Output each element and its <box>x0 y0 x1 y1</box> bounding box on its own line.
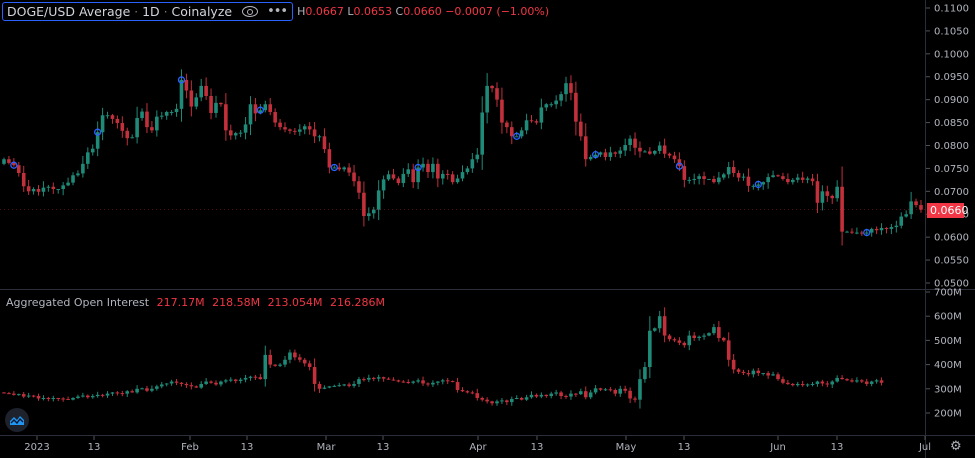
time-tick-label: Mar <box>317 442 337 453</box>
coinalyze-logo-icon[interactable] <box>5 408 29 432</box>
close-label: C <box>395 5 404 18</box>
oi-tick-label: 200M <box>934 409 962 420</box>
high-value: 0.0667 <box>305 5 344 18</box>
event-marker-icon[interactable] <box>256 106 265 114</box>
event-marker-icon[interactable] <box>863 228 871 237</box>
time-tick-label: 13 <box>531 442 544 453</box>
event-marker-icon[interactable] <box>10 161 18 169</box>
oi-tick-label: 500M <box>934 336 962 347</box>
oi-high: 218.58M <box>212 296 261 309</box>
gear-icon[interactable]: ⚙ <box>950 439 962 454</box>
series-title-box[interactable]: DOGE/USD Average · 1D · Coinalyze ••• <box>2 2 294 21</box>
last-price-tag: 0.0660 <box>927 203 969 218</box>
low-value: 0.0653 <box>353 5 393 18</box>
time-tick-label: Jun <box>769 442 786 453</box>
time-tick-label: Feb <box>181 442 199 453</box>
time-tick-label: May <box>616 442 637 453</box>
price-tick-label: 0.0850 <box>934 118 969 129</box>
price-tick-label: 0.0900 <box>934 95 969 106</box>
event-marker-icon[interactable] <box>754 180 762 189</box>
separator: · <box>134 4 139 19</box>
time-tick-label: 13 <box>377 442 390 453</box>
oi-tick-label: 700M <box>934 288 962 299</box>
price-tick-label: 0.0550 <box>934 256 969 267</box>
price-tick-label: 0.1050 <box>934 26 969 37</box>
event-marker-icon[interactable] <box>414 163 422 172</box>
time-tick-label: 13 <box>241 442 254 453</box>
oi-tick-label: 300M <box>934 384 962 395</box>
price-tick-label: 0.0800 <box>934 141 969 152</box>
separator: · <box>163 4 168 19</box>
change-value: −0.0007 (−1.00%) <box>445 5 550 18</box>
event-marker-icon[interactable] <box>177 76 186 84</box>
time-tick-label: 2023 <box>24 442 49 453</box>
time-tick-label: 13 <box>88 442 101 453</box>
oi-tick-label: 600M <box>934 312 962 323</box>
price-tick-label: 0.1000 <box>934 49 969 60</box>
oi-low: 213.054M <box>267 296 323 309</box>
price-tick-label: 0.0700 <box>934 187 969 198</box>
price-tick-label: 0.0950 <box>934 72 969 83</box>
oi-title: Aggregated Open Interest <box>6 296 150 309</box>
high-label: H <box>297 5 306 18</box>
eye-icon[interactable] <box>242 6 259 17</box>
open-interest-legend: Aggregated Open Interest 217.17M 218.58M… <box>6 296 385 309</box>
time-tick-label: Apr <box>469 442 487 453</box>
more-dots-icon[interactable]: ••• <box>267 4 288 19</box>
event-marker-icon[interactable] <box>513 132 521 140</box>
event-marker-icon[interactable] <box>591 151 600 159</box>
time-tick-label: 13 <box>678 442 691 453</box>
event-marker-icon[interactable] <box>330 163 338 172</box>
time-tick-label: Jul <box>918 442 931 453</box>
event-marker-icon[interactable] <box>94 128 102 136</box>
price-tick-label: 0.0600 <box>934 233 969 244</box>
close-value: 0.0660 <box>403 5 442 18</box>
time-tick-label: 13 <box>831 442 844 453</box>
low-label: L <box>347 5 354 18</box>
source-label: Coinalyze <box>171 4 233 19</box>
price-tick-label: 0.0750 <box>934 164 969 175</box>
ohlc-values: H0.0667 L0.0653 C0.0660 −0.0007 (−1.00%) <box>297 5 549 18</box>
oi-open: 217.17M <box>156 296 205 309</box>
main-series-legend: DOGE/USD Average · 1D · Coinalyze ••• H0… <box>2 2 549 21</box>
price-tick-label: 0.0500 <box>934 278 969 289</box>
price-tick-label: 0.1100 <box>934 4 969 15</box>
oi-close: 216.286M <box>330 296 386 309</box>
symbol-label: DOGE/USD Average <box>7 4 131 19</box>
oi-tick-label: 400M <box>934 360 962 371</box>
interval-label: 1D <box>142 4 160 19</box>
event-marker-icon[interactable] <box>675 162 684 170</box>
